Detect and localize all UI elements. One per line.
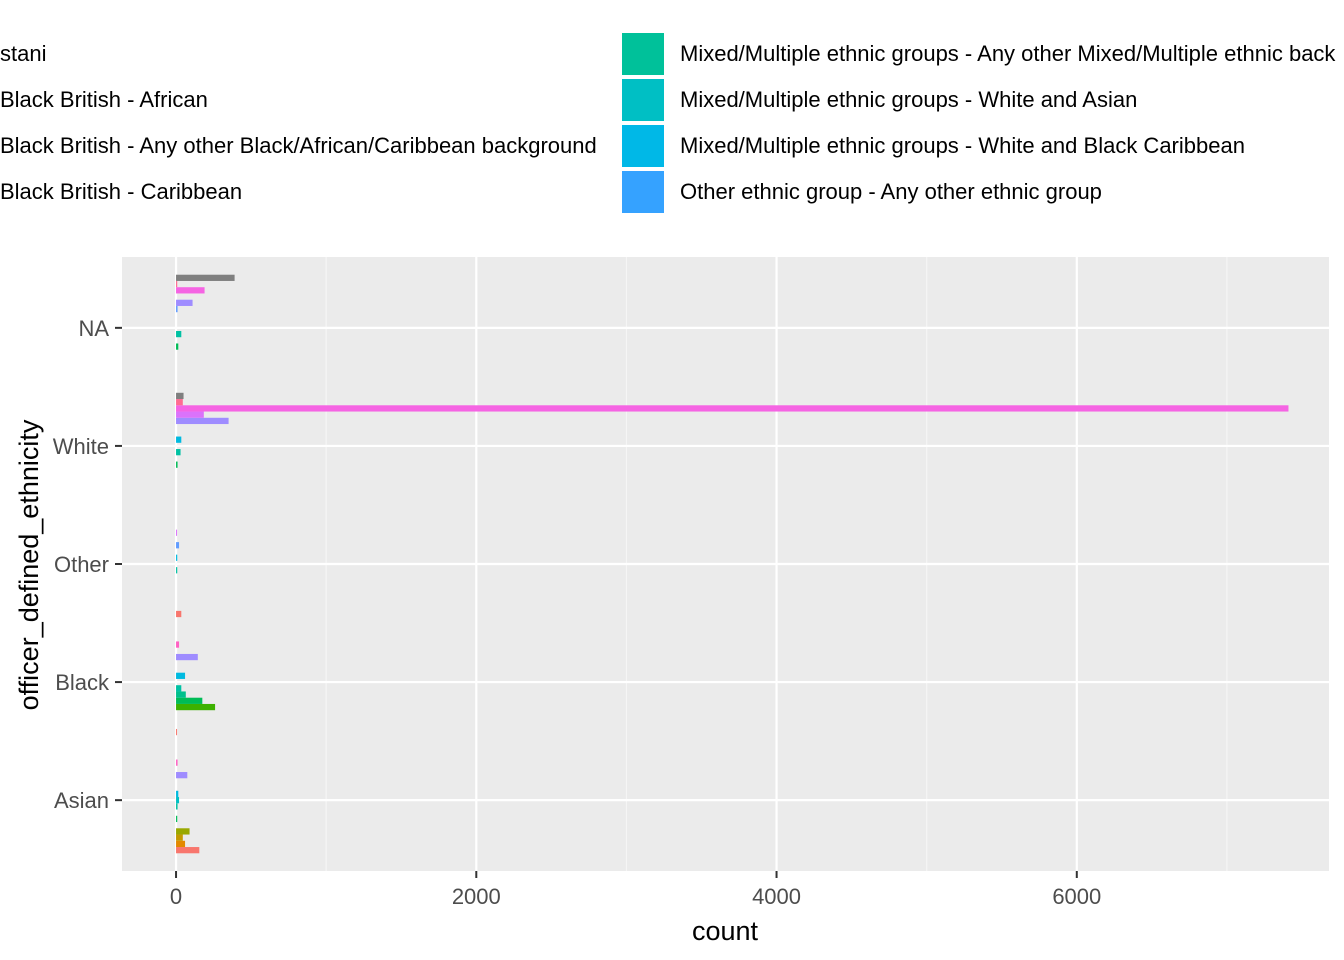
bar	[176, 641, 180, 648]
legend-label: Black British - Caribbean	[0, 179, 243, 204]
bar	[176, 672, 186, 679]
legend-label: Black British - Any other Black/African/…	[0, 133, 597, 158]
bar	[176, 567, 178, 574]
bar	[176, 790, 179, 798]
bar	[176, 834, 183, 841]
legend-key	[622, 125, 664, 167]
bar	[176, 392, 184, 400]
bar	[176, 759, 178, 766]
legend-label: stani	[0, 41, 47, 66]
bars	[176, 274, 1289, 854]
bar	[176, 610, 182, 618]
bar	[176, 797, 180, 804]
bar	[176, 840, 186, 848]
y-axis: Asian Black Other White NA	[53, 316, 122, 813]
legend-key	[622, 171, 664, 213]
bar	[176, 697, 203, 704]
bar	[176, 274, 235, 281]
y-tick-label: Asian	[54, 788, 109, 813]
bar	[176, 847, 200, 854]
y-tick-label: White	[53, 434, 109, 459]
x-axis-title: count	[692, 916, 759, 946]
bar	[176, 653, 198, 661]
y-tick-label: Other	[54, 552, 109, 577]
y-axis-title: officer_defined_ethnicity	[14, 419, 44, 710]
bar	[176, 299, 193, 306]
legend-label: Black British - African	[0, 87, 208, 112]
x-axis: 0 2000 4000 6000	[170, 871, 1101, 909]
x-tick-label: 2000	[452, 884, 501, 909]
bar	[176, 554, 178, 561]
y-tick-label: Black	[55, 670, 110, 695]
grid-major	[122, 257, 1329, 871]
legend-label: Mixed/Multiple ethnic groups - White and…	[680, 133, 1245, 158]
bar	[176, 815, 178, 823]
bar	[176, 399, 183, 406]
bar	[176, 417, 229, 425]
bar	[176, 772, 188, 779]
bar	[176, 411, 204, 418]
bar	[176, 305, 178, 313]
bar	[176, 405, 1289, 412]
bar	[176, 728, 178, 736]
legend: stani Black British - African Black Britis…	[0, 0, 1344, 240]
x-tick-label: 6000	[1052, 884, 1101, 909]
bar	[176, 449, 181, 456]
legend-label: Mixed/Multiple ethnic groups - White and…	[680, 87, 1138, 112]
bar	[176, 287, 205, 294]
bar	[176, 461, 178, 468]
y-tick-label: NA	[78, 316, 109, 341]
bar	[176, 828, 190, 835]
legend-label: Other ethnic group - Any other ethnic gr…	[680, 179, 1102, 204]
x-tick-label: 0	[170, 884, 182, 909]
bar	[176, 280, 178, 288]
bar	[176, 703, 216, 711]
bar	[176, 803, 178, 810]
bar	[176, 691, 186, 698]
bar	[176, 436, 182, 443]
x-tick-label: 4000	[752, 884, 801, 909]
bar	[176, 330, 182, 338]
bar	[176, 685, 182, 692]
legend-key	[622, 33, 664, 75]
bar	[176, 542, 180, 549]
legend-label: Mixed/Multiple ethnic groups - Any other…	[680, 41, 1336, 66]
legend-key	[622, 79, 664, 121]
bar	[176, 529, 178, 536]
bar	[176, 343, 179, 350]
